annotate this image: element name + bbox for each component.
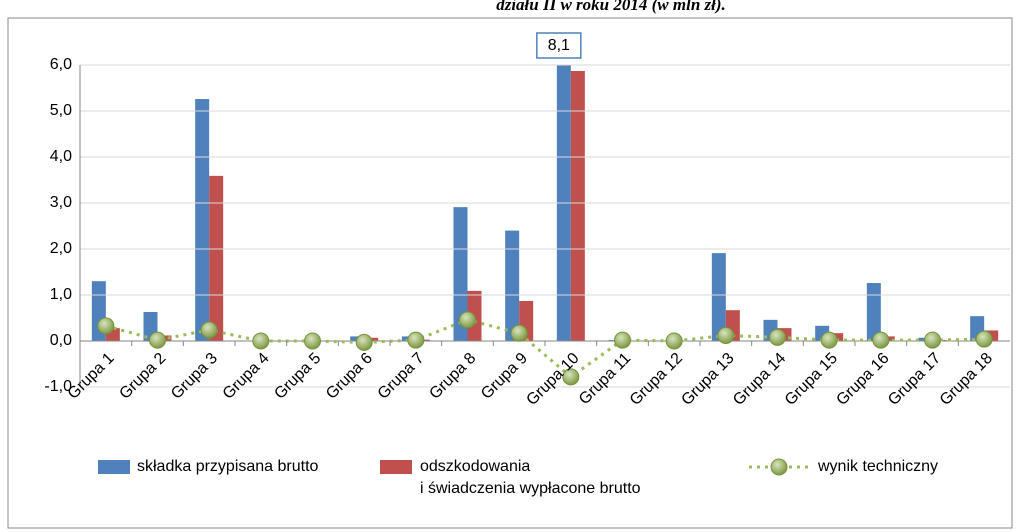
x-tick-label: Grupa 3	[168, 350, 221, 403]
legend-label: odszkodowania i świadczenia wypłacone br…	[420, 458, 641, 497]
line-series	[105, 318, 985, 379]
x-tick-label: Grupa 8	[426, 350, 479, 403]
bar	[209, 175, 224, 341]
line-marker	[200, 321, 218, 339]
x-tick-label: Grupa 14	[730, 350, 789, 409]
x-tick-label: Grupa 9	[478, 350, 531, 403]
x-tick-label: Grupa 18	[937, 350, 996, 409]
y-tick-label: 2,0	[50, 240, 72, 257]
legend-label: składka przypisana brutto	[137, 458, 319, 475]
x-tick-label: Grupa 17	[885, 350, 944, 409]
bar	[570, 70, 585, 341]
line-marker	[459, 311, 476, 329]
line-marker	[769, 328, 786, 346]
line-marker	[149, 331, 166, 349]
y-tick-label: 5,0	[50, 102, 72, 119]
line-marker	[97, 317, 115, 335]
x-tick-label: Grupa 7	[375, 350, 428, 403]
data-label-box	[536, 32, 582, 59]
x-tick-label: Grupa 11	[576, 350, 634, 408]
line-marker	[510, 324, 528, 342]
line-marker	[407, 331, 425, 349]
line-marker	[665, 332, 683, 350]
line-marker	[614, 331, 631, 349]
y-tick-label: 3,0	[50, 194, 72, 211]
y-tick-label: 1,0	[50, 286, 72, 303]
y-tick-label: 4,0	[50, 148, 72, 165]
chart-frame	[7, 17, 1013, 529]
legend-swatch	[98, 460, 130, 474]
line-marker	[355, 333, 373, 351]
x-tick-label: Grupa 6	[323, 350, 376, 403]
x-tick-label: Grupa 5	[271, 350, 324, 403]
line-marker	[975, 330, 993, 348]
x-tick-label: Grupa 12	[627, 350, 686, 409]
x-tick-label: Grupa 4	[220, 350, 273, 403]
bar	[195, 99, 210, 341]
data-label: 8,1	[548, 37, 570, 54]
line-marker	[562, 368, 580, 386]
legend-label: wynik techniczny	[818, 458, 939, 475]
line-marker	[717, 326, 735, 344]
legend-swatch	[380, 460, 412, 474]
y-tick-label: 0,0	[50, 332, 72, 349]
line-marker	[924, 331, 941, 349]
chart-title: działu II w roku 2014 (w mln zł).	[496, 0, 726, 14]
line-marker	[820, 331, 838, 349]
x-tick-label: Grupa 2	[116, 350, 169, 403]
x-tick-label: Grupa 13	[678, 350, 737, 409]
y-tick-label: 6,0	[50, 56, 72, 73]
y-tick-label: -1,0	[44, 378, 72, 395]
line-marker	[872, 331, 890, 349]
x-tick-label: Grupa 15	[782, 350, 841, 409]
bar	[866, 283, 881, 341]
line-marker	[304, 332, 321, 350]
x-tick-label: Grupa 1	[65, 350, 118, 403]
bar	[453, 207, 468, 341]
bar	[505, 230, 520, 341]
legend-marker	[770, 458, 788, 476]
line-marker	[252, 332, 270, 350]
bar	[711, 253, 726, 341]
x-tick-label: Grupa 16	[833, 350, 892, 409]
